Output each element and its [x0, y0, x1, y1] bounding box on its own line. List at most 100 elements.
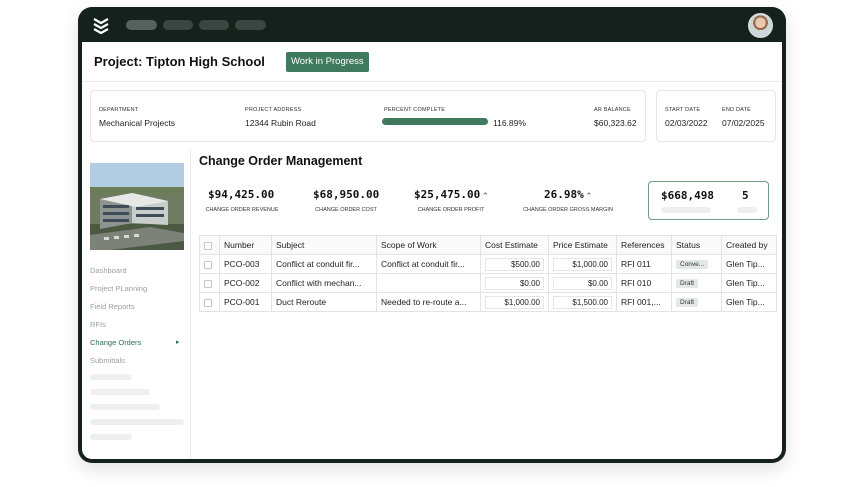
cost-estimate-input[interactable]: $500.00 — [485, 257, 544, 271]
column-header-scope[interactable]: Scope of Work — [376, 235, 481, 255]
sidebar-item-change-orders[interactable]: Change Orders — [90, 338, 142, 347]
metric-margin-label: CHANGE ORDER GROSS MARGIN — [523, 207, 613, 213]
table-row[interactable]: PCO-001 Duct Reroute Needed to re-route … — [199, 292, 777, 312]
status-cell[interactable]: Conve... — [671, 254, 722, 274]
section-title: Change Order Management — [199, 154, 363, 168]
trend-up-icon: ^ — [586, 192, 591, 200]
ar-balance-label: AR BALANCE — [594, 107, 631, 113]
sidebar-skeleton — [90, 389, 150, 395]
column-header-created-by[interactable]: Created by — [721, 235, 777, 255]
price-estimate-input[interactable]: $1,000.00 — [553, 257, 612, 271]
metric-profit-value: $25,475.00 ^ — [414, 188, 488, 201]
number-cell[interactable]: PCO-002 — [219, 273, 272, 293]
row-checkbox-cell[interactable] — [199, 273, 220, 293]
column-header-cost-estimate[interactable]: Cost Estimate — [480, 235, 549, 255]
price-estimate-input[interactable]: $0.00 — [553, 276, 612, 290]
checkbox[interactable] — [204, 298, 212, 307]
nav-placeholder-2[interactable] — [163, 20, 193, 30]
percent-complete-value: 116.89% — [493, 118, 526, 128]
scope-cell[interactable] — [376, 273, 481, 293]
metric-margin-value: 26.98% ^ — [544, 188, 591, 201]
end-date-label: END DATE — [722, 107, 752, 113]
column-header-subject[interactable]: Subject — [271, 235, 377, 255]
sidebar-item-submittals[interactable]: Submittals — [90, 356, 126, 365]
subject-cell[interactable]: Duct Reroute — [271, 292, 377, 312]
number-cell[interactable]: PCO-003 — [219, 254, 272, 274]
department-label: DEPARTMENT — [99, 107, 139, 113]
column-header-references[interactable]: References — [616, 235, 672, 255]
status-cell[interactable]: Draft — [671, 273, 722, 293]
change-order-table: Number Subject Scope of Work Cost Estima… — [199, 235, 777, 312]
select-all-checkbox[interactable] — [199, 235, 220, 255]
scope-cell[interactable]: Needed to re-route a... — [376, 292, 481, 312]
metric-revenue-label: CHANGE ORDER REVENUE — [205, 207, 279, 213]
references-cell[interactable]: RFI 011 — [616, 254, 672, 274]
metric-revenue-value: $94,425.00 — [208, 188, 275, 201]
nav-placeholder-3[interactable] — [199, 20, 229, 30]
nav-placeholder-4[interactable] — [235, 20, 266, 30]
nav-placeholder-1[interactable] — [126, 20, 157, 30]
cost-estimate-input[interactable]: $1,000.00 — [485, 295, 544, 309]
metric-cost-label: CHANGE ORDER COST — [315, 207, 377, 213]
table-row[interactable]: PCO-002 Conflict with mechan... $0.00 $0… — [199, 273, 777, 293]
logo-icon[interactable] — [92, 16, 110, 34]
percent-complete-label: PERCENT COMPLETE — [384, 107, 446, 113]
checkbox[interactable] — [204, 241, 212, 250]
column-header-status[interactable]: Status — [671, 235, 722, 255]
created-by-cell[interactable]: Glen Tip... — [721, 292, 777, 312]
address-label: PROJECT ADDRESS — [245, 107, 302, 113]
sidebar-item-rfis[interactable]: RFIs — [90, 320, 106, 329]
column-header-number[interactable]: Number — [219, 235, 272, 255]
chevron-right-icon: ▸ — [176, 339, 180, 346]
row-checkbox-cell[interactable] — [199, 292, 220, 312]
price-estimate-cell[interactable]: $1,500.00 — [548, 292, 617, 312]
checkbox[interactable] — [204, 279, 212, 288]
created-by-cell[interactable]: Glen Tip... — [721, 273, 777, 293]
price-estimate-cell[interactable]: $1,000.00 — [548, 254, 617, 274]
cost-estimate-cell[interactable]: $1,000.00 — [480, 292, 549, 312]
sidebar-item-dashboard[interactable]: Dashboard — [90, 266, 127, 275]
metric-profit-label: CHANGE ORDER PROFIT — [417, 207, 485, 213]
row-checkbox-cell[interactable] — [199, 254, 220, 274]
table-row[interactable]: PCO-003 Conflict at conduit fir... Confl… — [199, 254, 777, 274]
sidebar-skeleton — [90, 404, 160, 410]
number-cell[interactable]: PCO-001 — [219, 292, 272, 312]
sidebar-item-project-planning[interactable]: Project PLanning — [90, 284, 148, 293]
summary-card[interactable]: $668,498 5 — [648, 181, 769, 220]
trend-up-icon: ^ — [483, 192, 488, 200]
column-header-price-estimate[interactable]: Price Estimate — [548, 235, 617, 255]
references-cell[interactable]: RFI 010 — [616, 273, 672, 293]
status-cell[interactable]: Draft — [671, 292, 722, 312]
references-cell[interactable]: RFI 001,... — [616, 292, 672, 312]
table-header-row: Number Subject Scope of Work Cost Estima… — [199, 235, 777, 255]
project-image — [90, 163, 184, 250]
created-by-cell[interactable]: Glen Tip... — [721, 254, 777, 274]
sidebar: Dashboard Project PLanning Field Reports… — [82, 150, 191, 459]
status-badge: Work in Progress — [286, 52, 369, 72]
project-header: Project: Tipton High School Work in Prog… — [82, 42, 782, 82]
app-screen: Project: Tipton High School Work in Prog… — [82, 42, 782, 459]
summary-skeleton — [661, 207, 711, 213]
department-value: Mechanical Projects — [99, 118, 176, 128]
sidebar-item-field-reports[interactable]: Field Reports — [90, 302, 135, 311]
scope-cell[interactable]: Conflict at conduit fir... — [376, 254, 481, 274]
price-estimate-input[interactable]: $1,500.00 — [553, 295, 612, 309]
subject-cell[interactable]: Conflict with mechan... — [271, 273, 377, 293]
ar-balance-value: $60,323.62 — [594, 118, 637, 128]
cost-estimate-cell[interactable]: $500.00 — [480, 254, 549, 274]
price-estimate-cell[interactable]: $0.00 — [548, 273, 617, 293]
start-date-value: 02/03/2022 — [665, 118, 708, 128]
sidebar-skeleton — [90, 434, 132, 440]
cost-estimate-cell[interactable]: $0.00 — [480, 273, 549, 293]
percent-complete-fill — [382, 118, 488, 125]
checkbox[interactable] — [204, 260, 212, 269]
summary-amount: $668,498 — [661, 189, 714, 202]
summary-skeleton — [737, 207, 757, 213]
sidebar-skeleton — [90, 374, 132, 380]
user-avatar[interactable] — [748, 13, 773, 38]
subject-cell[interactable]: Conflict at conduit fir... — [271, 254, 377, 274]
metric-cost-value: $68,950.00 — [313, 188, 380, 201]
cost-estimate-input[interactable]: $0.00 — [485, 276, 544, 290]
summary-count: 5 — [742, 189, 749, 202]
percent-complete-bar — [382, 118, 488, 125]
